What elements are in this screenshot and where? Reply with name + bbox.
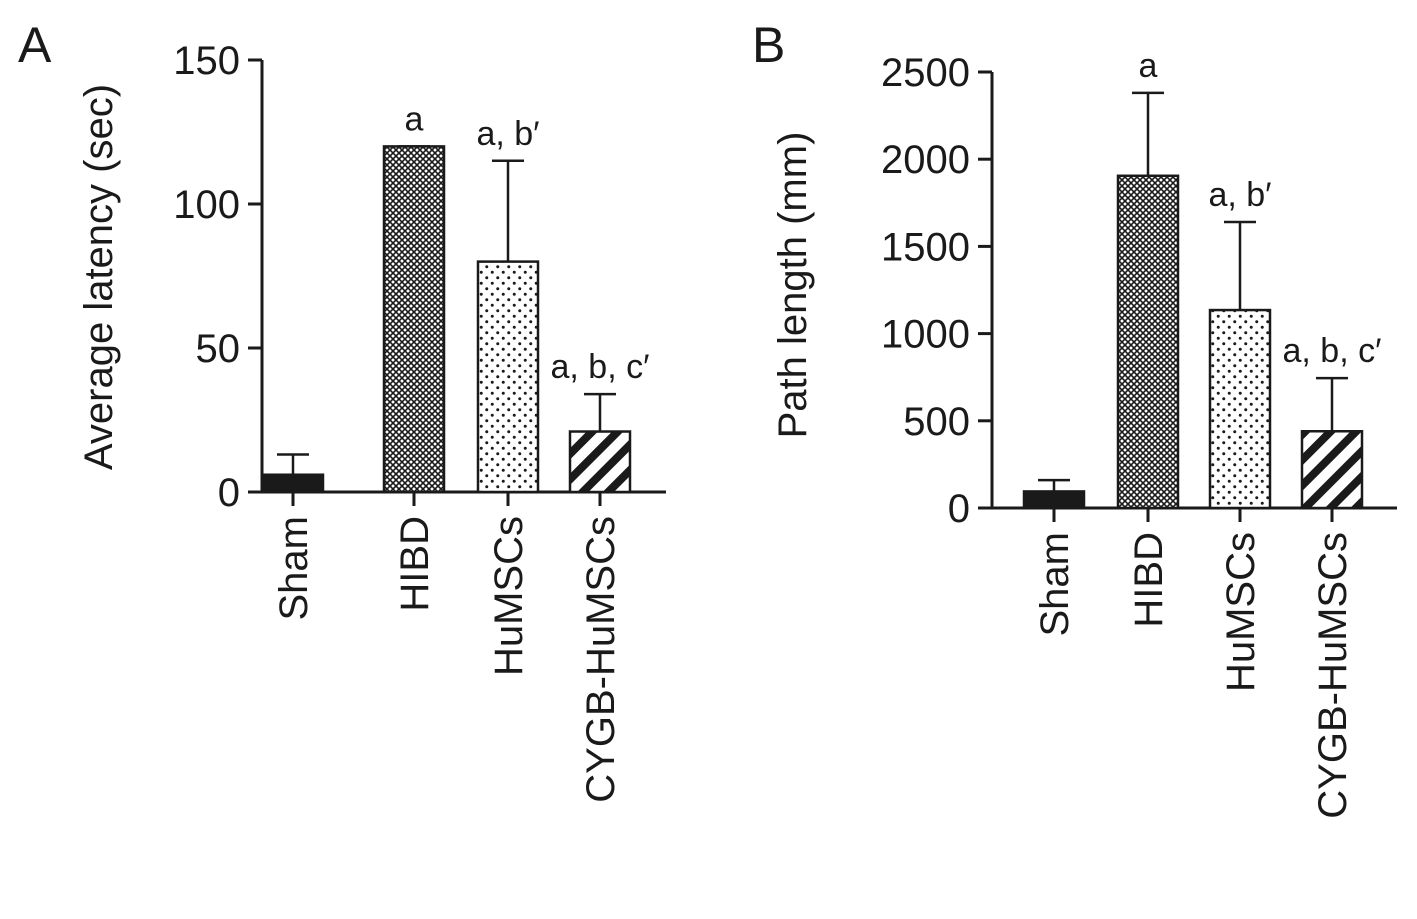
x-category-label-a: HIBD <box>393 516 437 612</box>
significance-label-b: a, b, c′ <box>1283 332 1382 370</box>
significance-label-a: a <box>405 100 424 138</box>
bar-sham-a <box>261 473 325 494</box>
y-tick-label-b: 500 <box>903 400 970 444</box>
x-category-label-b: HuMSCs <box>1219 532 1263 692</box>
y-tick-label-b: 0 <box>948 487 970 531</box>
bar-hibd-a <box>382 145 446 494</box>
x-category-label-b: Sham <box>1033 532 1077 637</box>
x-category-label-a: CYGB-HuMSCs <box>579 516 623 803</box>
chart-panel-a: A Average latency (sec) 0 50 100 150 Sham HIB… <box>18 17 666 803</box>
y-tick-label-b: 2000 <box>881 138 970 182</box>
significance-label-a: a, b′ <box>476 115 539 153</box>
significance-label-a: a, b, c′ <box>551 348 650 386</box>
y-axis-title-b: Path length (mm) <box>771 132 815 439</box>
y-axis-title-a: Average latency (sec) <box>77 84 121 470</box>
bar-humscs-a <box>476 260 540 494</box>
bar-cygb-humscs-b <box>1300 430 1364 510</box>
panel-label-a: A <box>18 17 52 73</box>
bar-sham-b <box>1022 490 1086 510</box>
bar-hibd-b <box>1116 174 1180 510</box>
y-tick-label-b: 1000 <box>881 313 970 357</box>
x-category-label-b: CYGB-HuMSCs <box>1311 532 1355 819</box>
chart-panel-b: B Path length (mm) 0 500 1000 1500 2000 2500 S… <box>752 17 1397 819</box>
y-tick-label-a: 0 <box>218 471 240 515</box>
significance-label-b: a, b′ <box>1208 176 1271 214</box>
significance-label-b: a <box>1139 47 1158 85</box>
y-tick-label-a: 150 <box>173 39 240 83</box>
bar-humscs-b <box>1208 308 1272 510</box>
x-category-label-b: HIBD <box>1127 532 1171 628</box>
bar-cygb-humscs-a <box>568 430 632 494</box>
x-category-label-a: HuMSCs <box>487 516 531 676</box>
y-tick-label-b: 2500 <box>881 51 970 95</box>
y-tick-label-a: 50 <box>196 327 241 371</box>
panel-label-b: B <box>752 17 785 73</box>
y-tick-label-a: 100 <box>173 183 240 227</box>
x-category-label-a: Sham <box>272 516 316 621</box>
y-tick-label-b: 1500 <box>881 225 970 269</box>
